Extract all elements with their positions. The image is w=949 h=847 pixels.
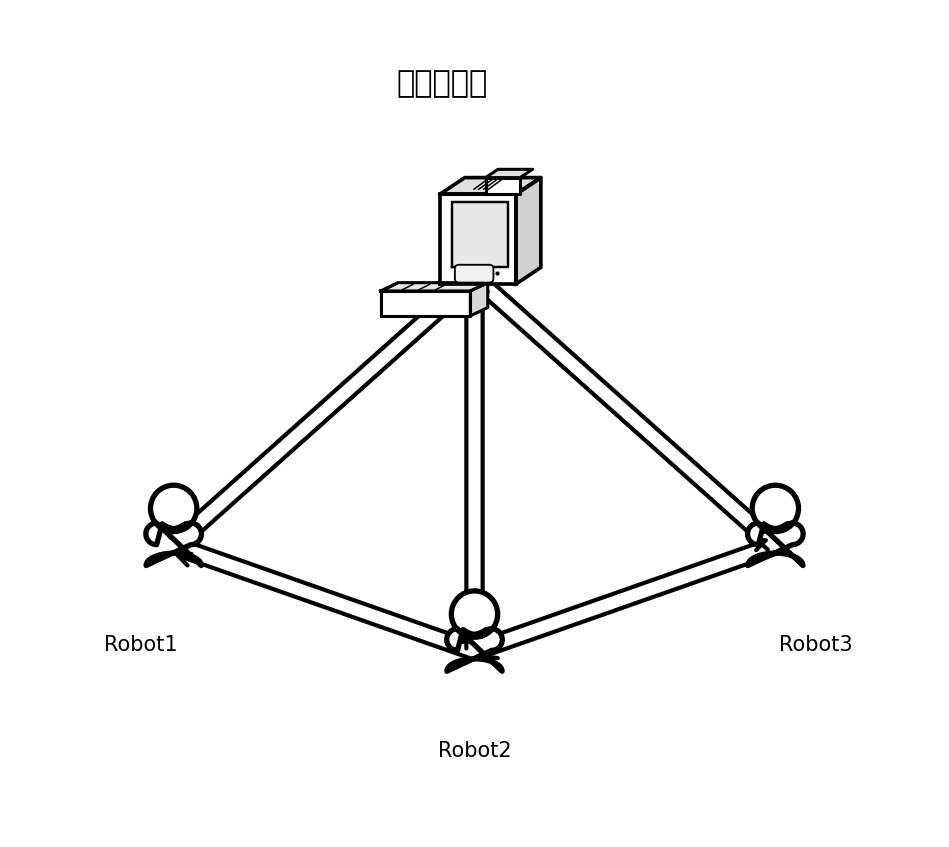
FancyArrowPatch shape xyxy=(179,539,470,643)
FancyArrowPatch shape xyxy=(482,273,775,534)
Polygon shape xyxy=(471,283,488,316)
FancyArrowPatch shape xyxy=(178,554,469,658)
FancyArrowPatch shape xyxy=(170,276,463,538)
FancyArrowPatch shape xyxy=(474,288,768,550)
Text: Robot3: Robot3 xyxy=(779,635,853,655)
Polygon shape xyxy=(748,523,803,566)
Polygon shape xyxy=(447,628,502,672)
Circle shape xyxy=(753,485,798,532)
Polygon shape xyxy=(440,194,516,284)
Text: Robot1: Robot1 xyxy=(104,635,177,655)
Polygon shape xyxy=(381,291,471,316)
FancyArrowPatch shape xyxy=(185,285,478,546)
Circle shape xyxy=(151,485,196,532)
Polygon shape xyxy=(453,202,508,268)
FancyArrowPatch shape xyxy=(474,539,766,643)
Polygon shape xyxy=(486,178,520,194)
FancyArrowPatch shape xyxy=(460,285,473,649)
Text: 主控计算机: 主控计算机 xyxy=(397,69,488,98)
Polygon shape xyxy=(486,169,532,178)
Polygon shape xyxy=(381,283,488,291)
FancyArrowPatch shape xyxy=(484,554,775,658)
FancyArrowPatch shape xyxy=(476,280,489,644)
Circle shape xyxy=(452,591,497,637)
Polygon shape xyxy=(516,178,541,284)
Polygon shape xyxy=(146,523,201,566)
Polygon shape xyxy=(440,178,541,194)
FancyBboxPatch shape xyxy=(455,265,493,283)
Text: Robot2: Robot2 xyxy=(437,740,512,761)
